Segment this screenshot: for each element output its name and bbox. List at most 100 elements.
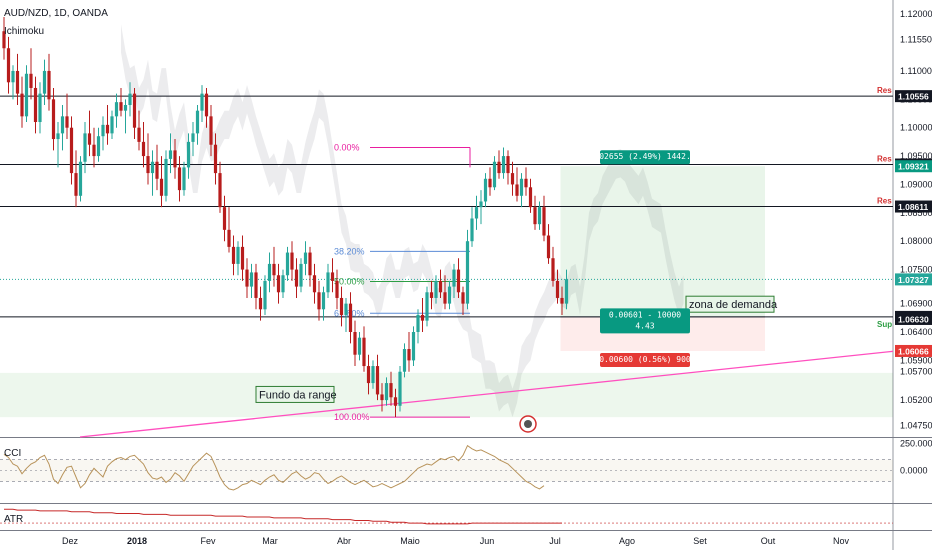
price-tick: 1.05700 [900,367,932,377]
candle-body [92,144,96,157]
candle-body [308,252,312,276]
candle-body [384,383,389,401]
price-label-box [895,273,932,286]
atr-line [4,508,562,525]
candle-body [276,275,281,293]
candle-body [191,133,195,142]
indicator-name: Ichimoku [4,26,45,37]
fib-label: 0.00% [334,143,360,153]
candle-body [492,161,497,188]
time-label: Fev [200,536,216,546]
cci-line [3,444,545,491]
level-label: Res [877,197,892,206]
candle-body [272,263,276,276]
candle-body [483,178,488,202]
price-label-text: 1.06630 [898,314,929,324]
candle-body [465,241,470,304]
candle-body [317,292,321,310]
time-label: Nov [833,536,850,546]
candle-body [420,314,425,321]
price-tick: 1.08500 [900,208,932,218]
candle-body [42,70,47,94]
price-label-box [895,344,932,357]
candle-body [524,178,528,188]
candle-body [87,133,92,145]
candle-body [263,280,267,310]
candle-body [182,167,186,191]
fib-label: 50.00% [334,276,365,286]
candle-body [155,161,159,179]
ichimoku-cloud [121,24,684,418]
candle-body [245,269,249,287]
candle-body [285,252,290,276]
time-label: Set [693,536,707,546]
candle-body [474,207,479,219]
candle-body [254,272,258,298]
candle-body [110,116,114,134]
position-profit-zone [560,166,765,317]
candle-body [213,144,218,174]
candle-body [560,297,564,304]
replay-icon-dot [524,420,532,428]
price-label-box [895,90,932,103]
candle-body [443,292,447,304]
candle-body [101,124,105,137]
candle-body [258,297,263,310]
time-label: Jun [480,536,495,546]
candle-body [159,178,164,196]
price-tick: 1.11550 [900,35,932,45]
fib-label: 38.20% [334,246,365,256]
candle-body [407,349,411,361]
candle-body [38,93,42,123]
fib-label: 100.00% [334,412,370,422]
trendline [79,350,894,438]
candle-body [371,366,375,384]
candle-body [11,70,15,83]
candle-body [303,252,308,264]
candle-body [47,70,51,100]
candle-body [533,207,537,225]
price-label-text: 1.10556 [898,92,929,102]
position-entry-label-text: 4.43 [635,321,654,330]
candle-body [380,394,384,401]
candle-body [186,141,191,168]
level-label: Res [877,86,892,95]
candle-body [452,269,456,287]
candle-body [366,366,371,384]
position-target-label-text: 0.02655 (2.49%) 1442.48 [590,152,701,161]
atr-label: ATR [4,514,24,525]
candle-body [393,397,398,406]
candle-body [69,127,74,174]
candle-body [65,116,69,128]
price-tick: 1.07500 [900,265,932,275]
candle-body [375,366,380,395]
candle-body [470,218,474,242]
candle-body [353,332,357,355]
price-tick: 1.06400 [900,327,932,337]
candle-body [20,93,24,117]
candle-body [123,104,128,111]
price-label-text: 1.06066 [898,346,929,356]
time-label: Jul [549,536,561,546]
candle-body [119,102,123,111]
candle-body [141,141,146,157]
position-target-label-box [600,150,690,165]
candle-body [114,102,119,117]
candle-body [506,156,510,174]
candle-body [429,292,434,298]
candle-body [348,303,353,333]
cci-tick: 250.0000 [900,438,932,448]
candle-body [29,73,33,88]
price-tick: 1.05900 [900,355,932,365]
candle-body [218,173,222,208]
candle-body [501,156,506,174]
candle-body [173,150,177,168]
candle-body [236,246,240,264]
candle-body [6,48,11,83]
candle-body [551,258,555,281]
level-label: Sup [877,320,892,329]
candle-body [128,93,132,105]
candle-body [321,292,326,310]
position-entry-label-box [600,308,690,334]
candle-body [510,173,515,185]
